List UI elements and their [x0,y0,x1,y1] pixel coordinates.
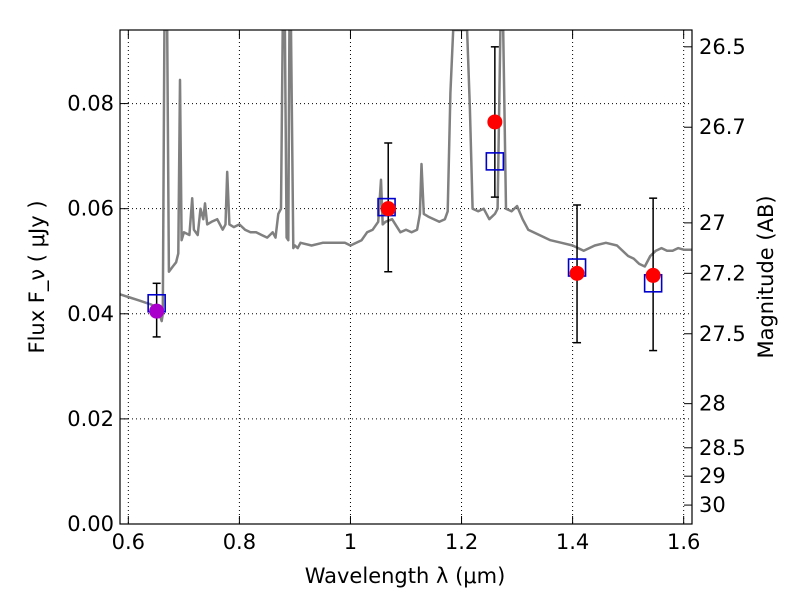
x-axis-label: Wavelength λ (μm) [305,564,506,588]
observed-flux-point [569,265,585,281]
y-tick-label: 0.04 [67,302,114,326]
axis-labels: Wavelength λ (μm) Flux F_ν ( μJy ) Magni… [25,195,778,588]
model-spectrum-line [120,30,692,323]
grid [120,30,692,525]
observed-flux-point [487,114,503,130]
observed-flux-point [149,303,165,319]
right-tick-label: 27.2 [699,261,746,285]
ticks: 0.6 0.8 1 1.2 1.4 1.6 0.00 0.02 0.04 0.06 0.08 26.5… [67,30,746,554]
x-tick-label: 1.2 [445,530,478,554]
plot-area [120,30,692,352]
y-tick-label: 0.08 [67,92,114,116]
synthetic-flux-square [485,152,505,171]
x-tick-label: 1.4 [556,530,589,554]
x-tick-label: 0.6 [112,530,145,554]
axes-frame [119,29,693,525]
right-tick-label: 29 [699,464,726,488]
observed-flux-point [645,267,661,283]
y-axis-label: Flux F_ν ( μJy ) [25,200,50,353]
right-tick-label: 30 [699,493,726,517]
plot-frame [119,29,693,525]
right-axis-label: Magnitude (AB) [754,195,778,358]
right-tick-label: 27.5 [699,322,746,346]
x-tick-label: 1 [344,530,357,554]
right-tick-label: 27 [699,211,726,235]
y-tick-label: 0.06 [67,197,114,221]
right-tick-label: 26.7 [699,115,746,139]
y-tick-label: 0.00 [67,512,114,536]
right-tick-label: 26.5 [699,35,746,59]
x-tick-label: 1.6 [667,530,700,554]
observed-flux-point [380,201,396,217]
right-tick-label: 28.5 [699,436,746,460]
x-tick-label: 0.8 [223,530,256,554]
right-tick-label: 28 [699,392,726,416]
y-tick-label: 0.02 [67,407,114,431]
